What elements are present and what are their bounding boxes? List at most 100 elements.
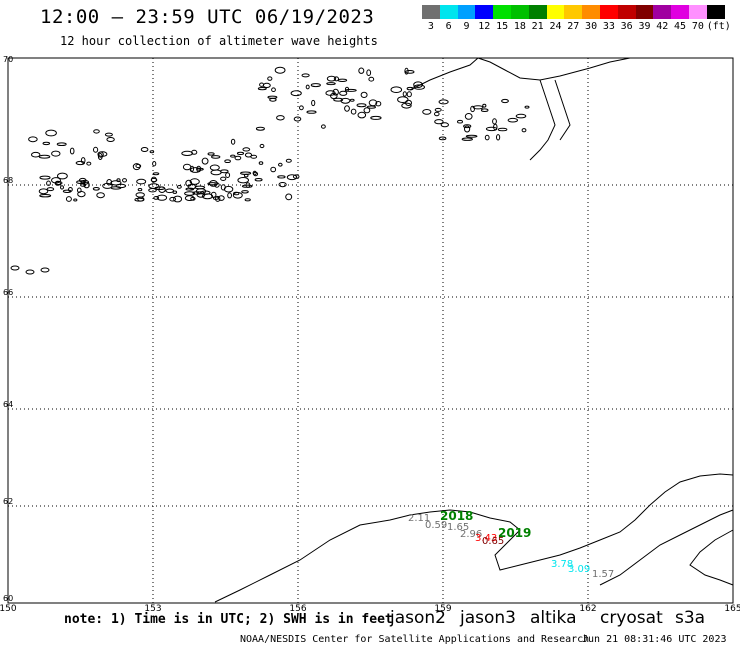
- swh-observation: 3.43: [475, 533, 497, 544]
- scale-swatch: [653, 5, 672, 19]
- ice-contour: [332, 88, 339, 96]
- coastline: [214, 57, 734, 603]
- ice-contour: [366, 69, 372, 76]
- ice-contour: [76, 180, 86, 185]
- sea-ice-contours: [10, 66, 530, 275]
- ice-contour: [349, 98, 355, 102]
- ice-contour: [333, 97, 344, 102]
- ice-contour: [169, 196, 177, 202]
- scale-swatch: [617, 5, 636, 19]
- scale-swatch: [706, 5, 725, 19]
- ice-contour: [240, 171, 252, 175]
- color-scale-labels: 3 6 9 12 15 18 21 24 27 30 33 36 39 42 45 70 (ft): [422, 21, 731, 32]
- ice-contour: [507, 117, 518, 123]
- ice-contour: [370, 115, 382, 120]
- ice-contour: [472, 105, 484, 110]
- ice-contour: [56, 142, 67, 146]
- ice-contour: [358, 67, 365, 74]
- ice-contour: [515, 113, 527, 119]
- ice-contour: [153, 196, 160, 200]
- scale-swatch: [564, 5, 583, 19]
- lon-label: 165: [724, 604, 740, 614]
- lat-label: 68: [3, 176, 13, 185]
- ice-contour: [57, 172, 68, 180]
- ice-contour: [524, 105, 530, 109]
- ice-contour: [434, 107, 442, 112]
- scale-swatch: [439, 5, 458, 19]
- ice-contour: [413, 84, 426, 90]
- scale-swatch: [671, 5, 689, 19]
- ice-contour: [102, 182, 113, 189]
- ice-contour: [350, 108, 357, 115]
- scale-label: 39: [638, 21, 651, 32]
- coast-sound: [689, 529, 734, 586]
- ice-contour: [93, 146, 99, 153]
- color-scale: [422, 5, 725, 19]
- ice-contour: [482, 103, 487, 108]
- ice-contour: [236, 151, 245, 155]
- scale-label: 3: [427, 21, 434, 32]
- footer-note: note: 1) Time is in UTC; 2) SWH is in fe…: [64, 612, 393, 627]
- ice-contour: [176, 185, 182, 189]
- ice-contour: [404, 67, 409, 75]
- ice-contour: [501, 98, 509, 104]
- coast-south-lower: [599, 509, 734, 586]
- scale-swatch: [546, 5, 565, 19]
- ice-contour: [96, 192, 105, 199]
- ice-contour: [110, 180, 122, 186]
- swh-observation: 0.65: [482, 536, 504, 547]
- scale-label: 21: [531, 21, 544, 32]
- ice-contour: [306, 110, 317, 114]
- map-subtitle: 12 hour collection of altimeter wave hei…: [60, 34, 378, 48]
- scale-label: 30: [585, 21, 598, 32]
- ice-contour: [521, 128, 527, 133]
- ice-contour: [484, 134, 490, 141]
- ice-contour: [97, 153, 103, 160]
- ice-contour: [237, 177, 249, 184]
- ice-contour: [285, 158, 292, 163]
- ice-contour: [366, 105, 376, 109]
- ice-contour: [368, 76, 375, 82]
- ice-contour: [51, 150, 61, 157]
- ice-contour: [480, 108, 489, 112]
- ice-contour: [485, 126, 498, 132]
- ice-contour: [54, 180, 61, 186]
- ice-contour: [292, 174, 300, 179]
- ice-contour: [337, 78, 348, 83]
- ice-contour: [299, 105, 304, 111]
- ice-contour: [230, 138, 236, 145]
- ice-contour: [122, 178, 127, 183]
- scale-label: 15: [496, 21, 509, 32]
- ice-contour: [38, 188, 49, 195]
- coast-south: [214, 473, 734, 603]
- ice-contour: [187, 183, 197, 190]
- ice-contour: [465, 134, 478, 138]
- ice-contour: [326, 82, 336, 86]
- ice-contour: [285, 193, 293, 201]
- legend-cryosat: cryosat: [600, 608, 663, 628]
- ice-contour: [390, 86, 403, 93]
- lon-label: 150: [0, 604, 17, 614]
- ice-contour: [220, 169, 229, 174]
- ice-contour: [233, 191, 240, 196]
- ice-contour: [73, 198, 78, 202]
- legend-jason2: jason2: [390, 608, 446, 628]
- ice-contour: [406, 86, 414, 91]
- ice-contour: [278, 162, 283, 167]
- ice-contour: [173, 195, 183, 203]
- ice-contour: [356, 103, 367, 108]
- ice-contour: [464, 125, 471, 133]
- ice-contour: [224, 159, 231, 163]
- scale-swatch: [599, 5, 618, 19]
- ice-contour: [333, 76, 339, 82]
- swh-observation: 1.65: [447, 522, 469, 533]
- scale-swatch: [510, 5, 529, 19]
- ice-contour: [496, 134, 501, 141]
- ice-contour: [401, 102, 412, 109]
- ice-contour: [132, 163, 141, 171]
- ice-contour: [230, 154, 236, 158]
- ice-contour: [46, 180, 51, 186]
- lon-label: 153: [144, 604, 161, 614]
- ice-contour: [375, 101, 382, 107]
- ice-contour: [269, 97, 277, 102]
